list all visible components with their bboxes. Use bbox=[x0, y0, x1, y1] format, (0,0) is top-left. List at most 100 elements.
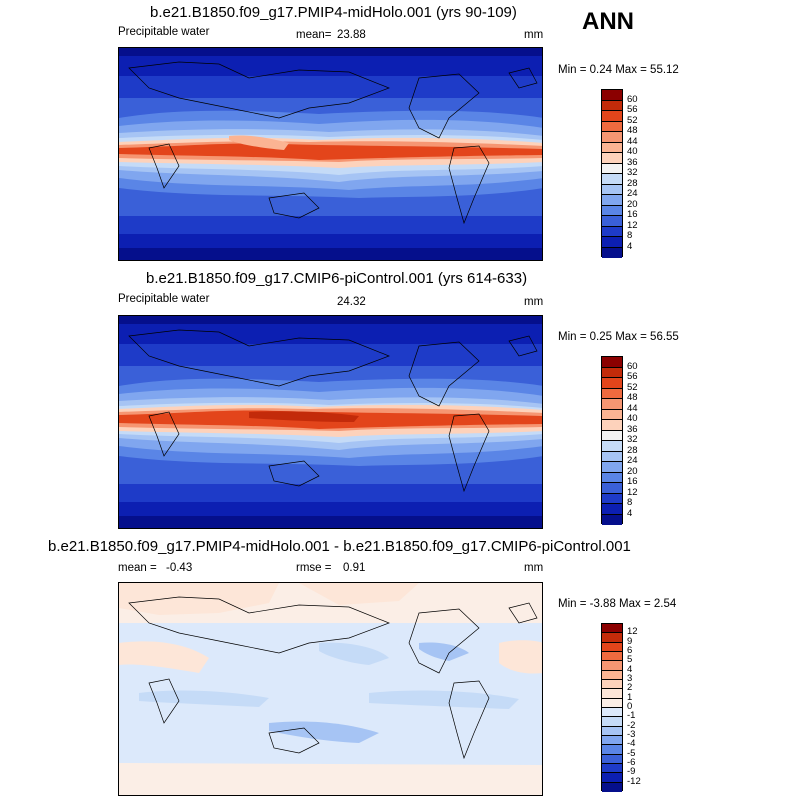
panel1-mean-value: 23.88 bbox=[337, 29, 366, 41]
colorbar-tick-label: 36 bbox=[627, 423, 638, 435]
colorbar-tick-label: -4 bbox=[627, 738, 636, 750]
panel1-variable-label: Precipitable water bbox=[118, 26, 210, 38]
panel1-units: mm bbox=[524, 29, 544, 41]
colorbar-tick-label: 8 bbox=[627, 497, 633, 508]
colorbar-swatch bbox=[602, 100, 622, 111]
colorbar-tick-label: 40 bbox=[627, 413, 638, 424]
colorbar-swatch bbox=[602, 679, 622, 690]
colorbar-swatch bbox=[602, 624, 622, 634]
colorbar-swatch bbox=[602, 399, 622, 410]
colorbar-swatch bbox=[602, 483, 622, 494]
colorbar-tick-label: 48 bbox=[627, 125, 638, 136]
colorbar-tick-label: 12 bbox=[627, 219, 638, 231]
colorbar-swatch bbox=[602, 514, 622, 525]
colorbar-swatch bbox=[602, 142, 622, 153]
colorbar-swatch bbox=[602, 472, 622, 483]
panel2-map bbox=[118, 315, 543, 529]
panel3-colorbar bbox=[601, 623, 623, 792]
panel3-mean-label: mean = bbox=[118, 562, 157, 574]
colorbar-swatch bbox=[602, 504, 622, 515]
colorbar-tick-label: 9 bbox=[627, 635, 633, 647]
colorbar-tick-label: 12 bbox=[627, 486, 638, 498]
colorbar-swatch bbox=[602, 216, 622, 227]
colorbar-tick-label: -9 bbox=[627, 766, 636, 778]
panel2-minmax: Min = 0.25 Max = 56.55 bbox=[558, 331, 679, 343]
panel3-rmse-value: 0.91 bbox=[343, 562, 366, 574]
colorbar-swatch bbox=[602, 754, 622, 764]
colorbar-swatch bbox=[602, 698, 622, 708]
colorbar-tick-label: 60 bbox=[627, 360, 638, 372]
colorbar-swatch bbox=[602, 441, 622, 452]
colorbar-swatch bbox=[602, 451, 622, 462]
colorbar-tick-label: -1 bbox=[627, 710, 636, 722]
colorbar-tick-label: 4 bbox=[627, 240, 633, 252]
panel2-colorbar bbox=[601, 356, 623, 525]
colorbar-tick-label: 16 bbox=[627, 209, 638, 220]
colorbar-swatch bbox=[602, 409, 622, 420]
colorbar-swatch bbox=[602, 773, 622, 783]
colorbar-swatch bbox=[602, 226, 622, 237]
colorbar-tick-label: 40 bbox=[627, 146, 638, 157]
colorbar-tick-label: 4 bbox=[627, 507, 633, 519]
colorbar-swatch bbox=[602, 763, 622, 774]
colorbar-swatch bbox=[602, 163, 622, 174]
colorbar-tick-label: 48 bbox=[627, 392, 638, 403]
colorbar-tick-label: 32 bbox=[627, 167, 638, 178]
colorbar-swatch bbox=[602, 378, 622, 389]
colorbar-tick-label: -12 bbox=[627, 775, 641, 787]
panel3-mean-value: -0.43 bbox=[166, 562, 193, 574]
colorbar-tick-label: 28 bbox=[627, 444, 638, 456]
colorbar-tick-label: 20 bbox=[627, 198, 638, 210]
panel2-map-graphic bbox=[119, 316, 542, 528]
colorbar-tick-label: -3 bbox=[627, 729, 636, 740]
colorbar-tick-label: 28 bbox=[627, 177, 638, 189]
colorbar-swatch bbox=[602, 174, 622, 185]
colorbar-tick-label: 36 bbox=[627, 156, 638, 168]
colorbar-tick-label: 60 bbox=[627, 93, 638, 105]
colorbar-tick-label: 8 bbox=[627, 230, 633, 241]
panel1-mean-label: mean= bbox=[296, 29, 332, 41]
colorbar-tick-label: -6 bbox=[627, 757, 636, 768]
colorbar-tick-label: 44 bbox=[627, 402, 638, 414]
panel3-map-graphic bbox=[119, 583, 542, 795]
colorbar-swatch bbox=[602, 420, 622, 431]
colorbar-swatch bbox=[602, 111, 622, 122]
colorbar-tick-label: 24 bbox=[627, 455, 638, 466]
colorbar-tick-label: 2 bbox=[627, 682, 633, 694]
colorbar-tick-label: 52 bbox=[627, 114, 638, 126]
panel1-map-graphic bbox=[119, 48, 542, 260]
colorbar-swatch bbox=[602, 121, 622, 132]
panel3-units: mm bbox=[524, 562, 544, 574]
colorbar-swatch bbox=[602, 707, 622, 718]
colorbar-swatch bbox=[602, 689, 622, 699]
colorbar-swatch bbox=[602, 670, 622, 680]
colorbar-swatch bbox=[602, 153, 622, 164]
colorbar-tick-label: 32 bbox=[627, 434, 638, 445]
panel2-variable-label: Precipitable water bbox=[118, 293, 210, 305]
colorbar-swatch bbox=[602, 205, 622, 216]
colorbar-tick-label: -5 bbox=[627, 747, 636, 759]
panel3-map bbox=[118, 582, 543, 796]
colorbar-swatch bbox=[602, 430, 622, 441]
colorbar-tick-label: 56 bbox=[627, 104, 638, 115]
panel1-map bbox=[118, 47, 543, 261]
colorbar-tick-label: 44 bbox=[627, 135, 638, 147]
colorbar-swatch bbox=[602, 195, 622, 206]
panel2-mean-value: 24.32 bbox=[337, 296, 366, 308]
panel1-minmax: Min = 0.24 Max = 55.12 bbox=[558, 64, 679, 76]
colorbar-swatch bbox=[602, 493, 622, 504]
panel3-minmax: Min = -3.88 Max = 2.54 bbox=[558, 598, 677, 610]
season-label: ANN bbox=[582, 8, 634, 35]
colorbar-swatch bbox=[602, 642, 622, 652]
colorbar-tick-label: -2 bbox=[627, 719, 636, 731]
colorbar-tick-label: 4 bbox=[627, 663, 633, 675]
panel1-title: b.e21.B1850.f09_g17.PMIP4-midHolo.001 (y… bbox=[150, 4, 517, 21]
colorbar-tick-label: 20 bbox=[627, 465, 638, 477]
colorbar-swatch bbox=[602, 247, 622, 258]
colorbar-swatch bbox=[602, 184, 622, 195]
panel2-units: mm bbox=[524, 296, 544, 308]
colorbar-swatch bbox=[602, 717, 622, 727]
colorbar-swatch bbox=[602, 745, 622, 755]
colorbar-swatch bbox=[602, 237, 622, 248]
colorbar-swatch bbox=[602, 661, 622, 671]
